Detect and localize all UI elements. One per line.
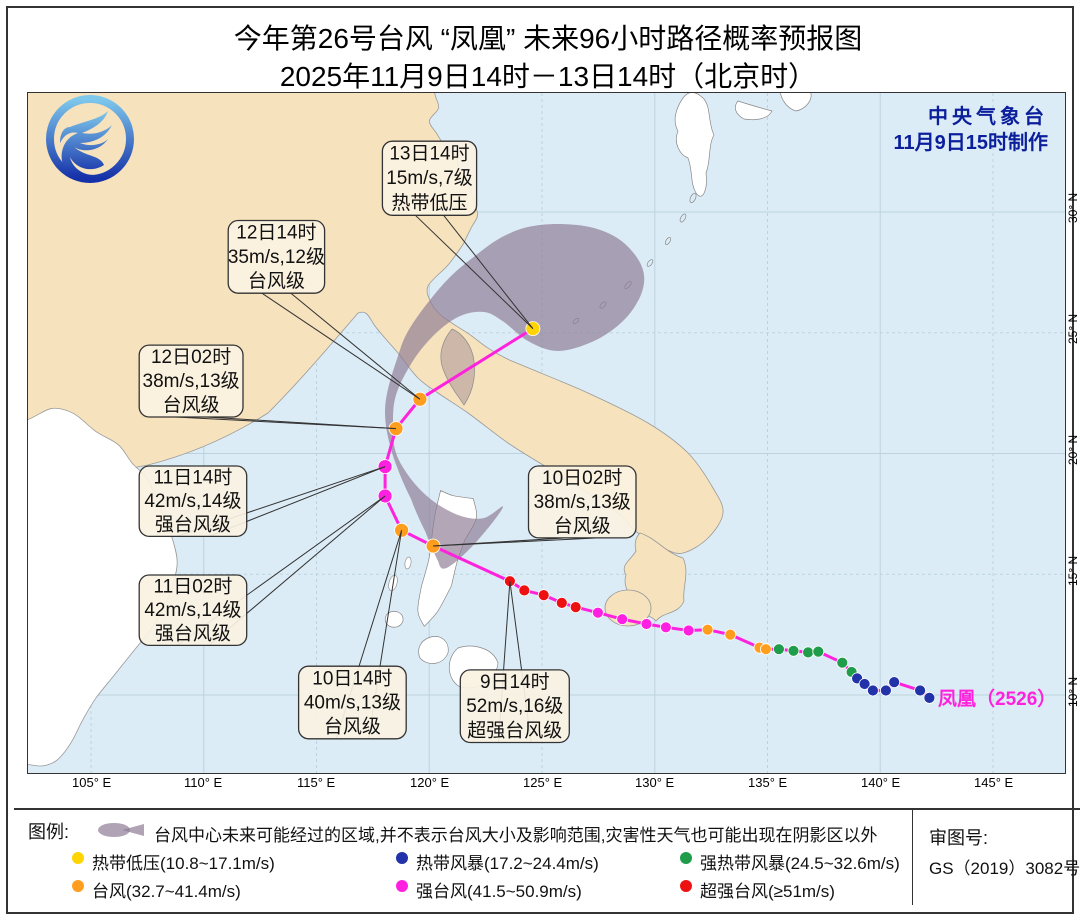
svg-text:台风级: 台风级 (248, 270, 305, 292)
svg-text:38m/s,13级: 38m/s,13级 (534, 491, 631, 513)
svg-text:强台风级: 强台风级 (155, 623, 231, 645)
svg-text:38m/s,13级: 38m/s,13级 (143, 370, 240, 392)
svg-text:超强台风级: 超强台风级 (467, 719, 562, 741)
svg-text:台风级: 台风级 (324, 716, 381, 738)
svg-text:12日14时: 12日14时 (236, 222, 316, 244)
svg-text:台风级: 台风级 (554, 515, 611, 537)
svg-text:11日14时: 11日14时 (153, 467, 232, 489)
svg-text:11日02时: 11日02时 (153, 576, 232, 598)
svg-text:热带低压: 热带低压 (391, 192, 467, 214)
svg-text:强台风级: 强台风级 (155, 514, 231, 536)
svg-text:10日14时: 10日14时 (312, 667, 392, 689)
svg-text:台风级: 台风级 (163, 394, 220, 416)
svg-text:35m/s,12级: 35m/s,12级 (228, 246, 325, 268)
svg-text:40m/s,13级: 40m/s,13级 (304, 692, 401, 714)
svg-text:52m/s,16级: 52m/s,16级 (466, 695, 563, 717)
svg-text:中央气象台: 中央气象台 (928, 104, 1048, 128)
svg-text:15m/s,7级: 15m/s,7级 (386, 167, 473, 189)
svg-text:42m/s,14级: 42m/s,14级 (144, 490, 241, 512)
svg-text:13日14时: 13日14时 (389, 143, 469, 165)
svg-text:凤凰（2526）: 凤凰（2526） (938, 687, 1056, 710)
svg-text:10日02时: 10日02时 (542, 467, 622, 489)
svg-text:11月9日15时制作: 11月9日15时制作 (893, 130, 1048, 154)
svg-text:42m/s,14级: 42m/s,14级 (144, 599, 241, 621)
svg-text:9日14时: 9日14时 (480, 671, 550, 693)
svg-text:12日02时: 12日02时 (151, 346, 231, 368)
